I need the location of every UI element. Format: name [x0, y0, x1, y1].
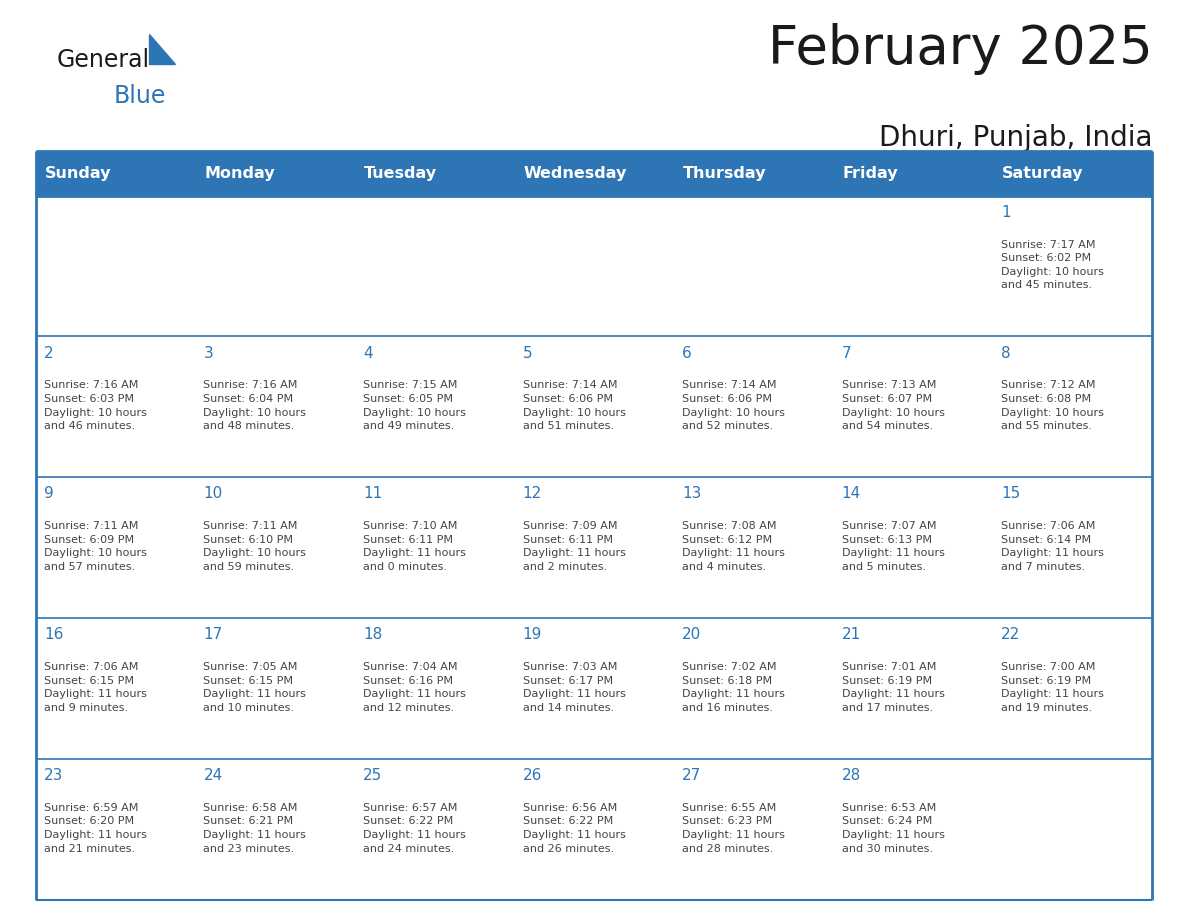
Text: Sunrise: 7:03 AM
Sunset: 6:17 PM
Daylight: 11 hours
and 14 minutes.: Sunrise: 7:03 AM Sunset: 6:17 PM Dayligh… — [523, 662, 625, 713]
Text: Sunrise: 6:53 AM
Sunset: 6:24 PM
Daylight: 11 hours
and 30 minutes.: Sunrise: 6:53 AM Sunset: 6:24 PM Dayligh… — [841, 803, 944, 854]
Text: Sunday: Sunday — [45, 166, 112, 181]
Text: 24: 24 — [203, 768, 222, 783]
Text: 11: 11 — [364, 487, 383, 501]
Text: Sunrise: 7:13 AM
Sunset: 6:07 PM
Daylight: 10 hours
and 54 minutes.: Sunrise: 7:13 AM Sunset: 6:07 PM Dayligh… — [841, 380, 944, 431]
Text: 6: 6 — [682, 345, 691, 361]
Polygon shape — [148, 34, 175, 64]
Text: Sunrise: 6:57 AM
Sunset: 6:22 PM
Daylight: 11 hours
and 24 minutes.: Sunrise: 6:57 AM Sunset: 6:22 PM Dayligh… — [364, 803, 466, 854]
Bar — [36, 151, 1152, 196]
Text: 18: 18 — [364, 627, 383, 643]
Text: 2: 2 — [44, 345, 53, 361]
Text: Sunrise: 7:02 AM
Sunset: 6:18 PM
Daylight: 11 hours
and 16 minutes.: Sunrise: 7:02 AM Sunset: 6:18 PM Dayligh… — [682, 662, 785, 713]
Text: Sunrise: 7:07 AM
Sunset: 6:13 PM
Daylight: 11 hours
and 5 minutes.: Sunrise: 7:07 AM Sunset: 6:13 PM Dayligh… — [841, 521, 944, 572]
Text: Sunrise: 7:06 AM
Sunset: 6:14 PM
Daylight: 11 hours
and 7 minutes.: Sunrise: 7:06 AM Sunset: 6:14 PM Dayligh… — [1001, 521, 1104, 572]
Text: Sunrise: 7:16 AM
Sunset: 6:03 PM
Daylight: 10 hours
and 46 minutes.: Sunrise: 7:16 AM Sunset: 6:03 PM Dayligh… — [44, 380, 147, 431]
Text: 14: 14 — [841, 487, 861, 501]
Text: Monday: Monday — [204, 166, 276, 181]
Text: 3: 3 — [203, 345, 213, 361]
Text: 13: 13 — [682, 487, 701, 501]
Text: Tuesday: Tuesday — [365, 166, 437, 181]
Text: Sunrise: 7:16 AM
Sunset: 6:04 PM
Daylight: 10 hours
and 48 minutes.: Sunrise: 7:16 AM Sunset: 6:04 PM Dayligh… — [203, 380, 307, 431]
Text: 9: 9 — [44, 487, 53, 501]
Text: Sunrise: 7:11 AM
Sunset: 6:09 PM
Daylight: 10 hours
and 57 minutes.: Sunrise: 7:11 AM Sunset: 6:09 PM Dayligh… — [44, 521, 147, 572]
Text: February 2025: February 2025 — [767, 23, 1152, 75]
Text: Sunrise: 7:11 AM
Sunset: 6:10 PM
Daylight: 10 hours
and 59 minutes.: Sunrise: 7:11 AM Sunset: 6:10 PM Dayligh… — [203, 521, 307, 572]
Text: 26: 26 — [523, 768, 542, 783]
Text: 16: 16 — [44, 627, 63, 643]
Text: 19: 19 — [523, 627, 542, 643]
Text: Thursday: Thursday — [683, 166, 766, 181]
Text: Sunrise: 7:09 AM
Sunset: 6:11 PM
Daylight: 11 hours
and 2 minutes.: Sunrise: 7:09 AM Sunset: 6:11 PM Dayligh… — [523, 521, 625, 572]
Text: 12: 12 — [523, 487, 542, 501]
Text: Sunrise: 7:05 AM
Sunset: 6:15 PM
Daylight: 11 hours
and 10 minutes.: Sunrise: 7:05 AM Sunset: 6:15 PM Dayligh… — [203, 662, 307, 713]
Text: 20: 20 — [682, 627, 701, 643]
Text: 8: 8 — [1001, 345, 1011, 361]
Text: 1: 1 — [1001, 205, 1011, 219]
Text: 28: 28 — [841, 768, 861, 783]
Text: 22: 22 — [1001, 627, 1020, 643]
Text: 15: 15 — [1001, 487, 1020, 501]
Text: Dhuri, Punjab, India: Dhuri, Punjab, India — [879, 124, 1152, 152]
Text: 23: 23 — [44, 768, 63, 783]
Text: Sunrise: 6:56 AM
Sunset: 6:22 PM
Daylight: 11 hours
and 26 minutes.: Sunrise: 6:56 AM Sunset: 6:22 PM Dayligh… — [523, 803, 625, 854]
Text: 17: 17 — [203, 627, 222, 643]
Text: Sunrise: 7:15 AM
Sunset: 6:05 PM
Daylight: 10 hours
and 49 minutes.: Sunrise: 7:15 AM Sunset: 6:05 PM Dayligh… — [364, 380, 466, 431]
Text: Sunrise: 7:01 AM
Sunset: 6:19 PM
Daylight: 11 hours
and 17 minutes.: Sunrise: 7:01 AM Sunset: 6:19 PM Dayligh… — [841, 662, 944, 713]
Text: Sunrise: 7:06 AM
Sunset: 6:15 PM
Daylight: 11 hours
and 9 minutes.: Sunrise: 7:06 AM Sunset: 6:15 PM Dayligh… — [44, 662, 147, 713]
Text: Sunrise: 7:14 AM
Sunset: 6:06 PM
Daylight: 10 hours
and 51 minutes.: Sunrise: 7:14 AM Sunset: 6:06 PM Dayligh… — [523, 380, 625, 431]
Text: Sunrise: 6:58 AM
Sunset: 6:21 PM
Daylight: 11 hours
and 23 minutes.: Sunrise: 6:58 AM Sunset: 6:21 PM Dayligh… — [203, 803, 307, 854]
Text: 27: 27 — [682, 768, 701, 783]
Text: Saturday: Saturday — [1003, 166, 1083, 181]
Text: 10: 10 — [203, 487, 222, 501]
Text: Wednesday: Wednesday — [524, 166, 627, 181]
Text: Sunrise: 7:14 AM
Sunset: 6:06 PM
Daylight: 10 hours
and 52 minutes.: Sunrise: 7:14 AM Sunset: 6:06 PM Dayligh… — [682, 380, 785, 431]
Text: 5: 5 — [523, 345, 532, 361]
Text: Sunrise: 6:59 AM
Sunset: 6:20 PM
Daylight: 11 hours
and 21 minutes.: Sunrise: 6:59 AM Sunset: 6:20 PM Dayligh… — [44, 803, 147, 854]
Text: 4: 4 — [364, 345, 373, 361]
Text: Sunrise: 7:04 AM
Sunset: 6:16 PM
Daylight: 11 hours
and 12 minutes.: Sunrise: 7:04 AM Sunset: 6:16 PM Dayligh… — [364, 662, 466, 713]
Text: General: General — [57, 48, 150, 72]
Text: Sunrise: 7:10 AM
Sunset: 6:11 PM
Daylight: 11 hours
and 0 minutes.: Sunrise: 7:10 AM Sunset: 6:11 PM Dayligh… — [364, 521, 466, 572]
Text: 25: 25 — [364, 768, 383, 783]
Text: 21: 21 — [841, 627, 861, 643]
Text: Sunrise: 7:17 AM
Sunset: 6:02 PM
Daylight: 10 hours
and 45 minutes.: Sunrise: 7:17 AM Sunset: 6:02 PM Dayligh… — [1001, 240, 1104, 290]
Text: Sunrise: 6:55 AM
Sunset: 6:23 PM
Daylight: 11 hours
and 28 minutes.: Sunrise: 6:55 AM Sunset: 6:23 PM Dayligh… — [682, 803, 785, 854]
Text: Friday: Friday — [842, 166, 898, 181]
Text: 7: 7 — [841, 345, 852, 361]
Text: Sunrise: 7:12 AM
Sunset: 6:08 PM
Daylight: 10 hours
and 55 minutes.: Sunrise: 7:12 AM Sunset: 6:08 PM Dayligh… — [1001, 380, 1104, 431]
Text: Blue: Blue — [114, 84, 166, 108]
Text: Sunrise: 7:08 AM
Sunset: 6:12 PM
Daylight: 11 hours
and 4 minutes.: Sunrise: 7:08 AM Sunset: 6:12 PM Dayligh… — [682, 521, 785, 572]
Text: Sunrise: 7:00 AM
Sunset: 6:19 PM
Daylight: 11 hours
and 19 minutes.: Sunrise: 7:00 AM Sunset: 6:19 PM Dayligh… — [1001, 662, 1104, 713]
